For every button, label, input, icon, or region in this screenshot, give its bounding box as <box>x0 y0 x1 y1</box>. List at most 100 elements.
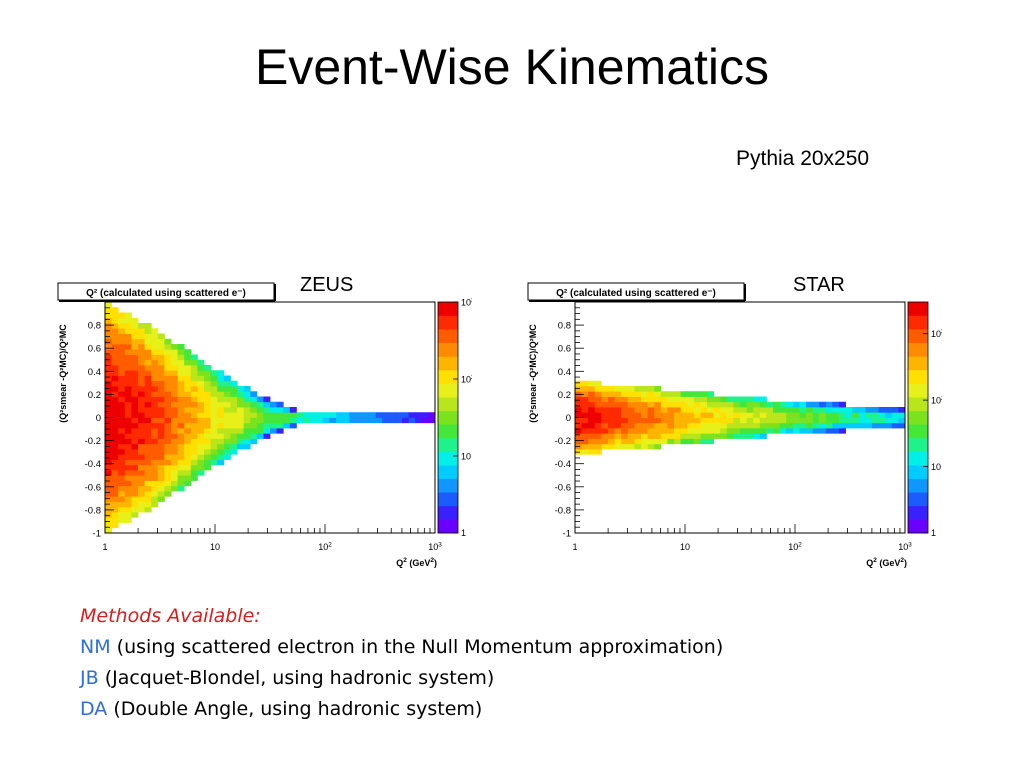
heatmap-cell <box>105 396 112 403</box>
heatmap-cell <box>184 349 192 355</box>
heatmap-cell <box>138 428 145 434</box>
heatmap-cell <box>342 412 350 418</box>
heatmap-cell <box>171 433 178 439</box>
heatmap-cell <box>614 438 622 445</box>
heatmap-cell <box>825 412 833 418</box>
heatmap-cell <box>891 407 899 413</box>
heatmap-cell <box>151 354 159 361</box>
heatmap-cell <box>230 443 238 450</box>
heatmap-cell <box>138 443 145 450</box>
heatmap-cell <box>237 422 244 429</box>
heatmap-cell <box>111 370 119 376</box>
heatmap-cell <box>223 401 231 408</box>
heatmap-cell <box>667 407 675 413</box>
heatmap-cell <box>707 422 714 429</box>
heatmap-cell <box>171 359 178 366</box>
heatmap-cell <box>171 344 178 350</box>
heatmap-cell <box>674 412 681 418</box>
heatmap-cell <box>687 401 695 408</box>
heatmap-cell <box>131 454 139 460</box>
heatmap-cell <box>415 417 423 424</box>
heatmap-cell <box>740 401 747 408</box>
x-tick-label: 1 <box>572 542 577 552</box>
heatmap-cell <box>594 391 602 397</box>
heatmap-cell <box>184 359 192 366</box>
heatmap-cell <box>693 391 701 397</box>
heatmap-cell <box>839 412 846 418</box>
heatmap-cell <box>204 412 211 418</box>
heatmap-cell <box>111 401 119 408</box>
heatmap-cell <box>322 412 330 418</box>
heatmap-cell <box>753 417 761 424</box>
heatmap-cell <box>105 480 112 487</box>
y-axis: -1 -0.8 -0.6 -0.4 -0.2 0 0.2 0.4 0.6 0.8 <box>85 301 114 540</box>
heatmap-cell <box>144 417 152 424</box>
heatmap-cell <box>131 354 139 361</box>
heatmap-cell <box>779 412 787 418</box>
heatmap-cell <box>641 428 648 434</box>
heatmap-cell <box>230 401 238 408</box>
heatmap-cell <box>581 396 589 403</box>
heatmap-cell <box>382 417 390 424</box>
heatmap-cell <box>131 438 139 445</box>
heatmap-cell <box>726 412 734 418</box>
heatmap-cell <box>891 422 899 429</box>
heatmap-cell <box>230 417 238 424</box>
heatmap-cell <box>766 412 774 418</box>
heatmap-cell <box>151 485 159 492</box>
heatmap-cell <box>105 302 112 308</box>
heatmap-cell <box>700 396 708 403</box>
y-tick-label: -0.8 <box>555 505 571 516</box>
heatmap-cell <box>118 401 126 408</box>
color-scale-frame <box>437 301 459 534</box>
heatmap-cell <box>588 417 596 424</box>
heatmap-cell <box>144 470 152 476</box>
heatmap-cell <box>799 401 807 408</box>
heatmap-cell <box>144 338 152 345</box>
heatmap-cell <box>118 312 126 319</box>
heatmap-cell <box>575 396 582 403</box>
heatmap-cell <box>138 328 145 334</box>
heatmap-cell <box>779 417 787 424</box>
heatmap-cell <box>263 433 271 439</box>
color-scale-frame <box>907 301 929 534</box>
heatmap-cell <box>329 417 337 424</box>
star-heatmap-chart: 1 10 102 103 Q2 (GeV2) -1 -0.8 -0.6 -0.4 -0.2 0 0.2… <box>527 282 942 568</box>
heatmap-cell <box>111 307 119 313</box>
heatmap-cell <box>171 401 178 408</box>
y-tick-label: 0.4 <box>558 367 571 378</box>
heatmap-cell <box>204 433 211 439</box>
heatmap-cell <box>608 428 615 434</box>
heatmap-cell <box>608 433 615 439</box>
heatmap-cell <box>131 433 139 439</box>
heatmap-cell <box>164 380 172 387</box>
heatmap-cell <box>575 438 582 445</box>
heatmap-cell <box>707 396 714 403</box>
heatmap-cell <box>614 407 622 413</box>
heatmap-cell <box>197 380 205 387</box>
heatmap-cell <box>157 412 165 418</box>
color-scale-bin <box>438 410 458 425</box>
heatmap-cell <box>151 491 159 497</box>
heatmap-cell <box>421 417 429 424</box>
heatmap-cell <box>250 433 258 439</box>
heatmap-cell <box>217 375 225 382</box>
heatmap-cell <box>713 401 721 408</box>
heatmap-cell <box>680 417 688 424</box>
heatmap-cell <box>144 475 152 481</box>
heatmap-cell <box>204 380 211 387</box>
heatmap-cell <box>105 496 112 502</box>
heatmap-cell <box>733 401 741 408</box>
heatmap-cell <box>197 407 205 413</box>
heatmap-cell <box>118 496 126 502</box>
heatmap-cell <box>621 396 629 403</box>
heatmap-cell <box>171 428 178 434</box>
heatmap-cell <box>588 449 596 455</box>
heatmap-cell <box>164 443 172 450</box>
plot-title: Q² (calculated using scattered e⁻) <box>556 288 716 299</box>
heatmap-cell <box>746 407 754 413</box>
heatmap-cell <box>250 428 258 434</box>
heatmap-cell <box>588 438 596 445</box>
heatmap-cell <box>839 407 846 413</box>
heatmap-cell <box>740 428 747 434</box>
